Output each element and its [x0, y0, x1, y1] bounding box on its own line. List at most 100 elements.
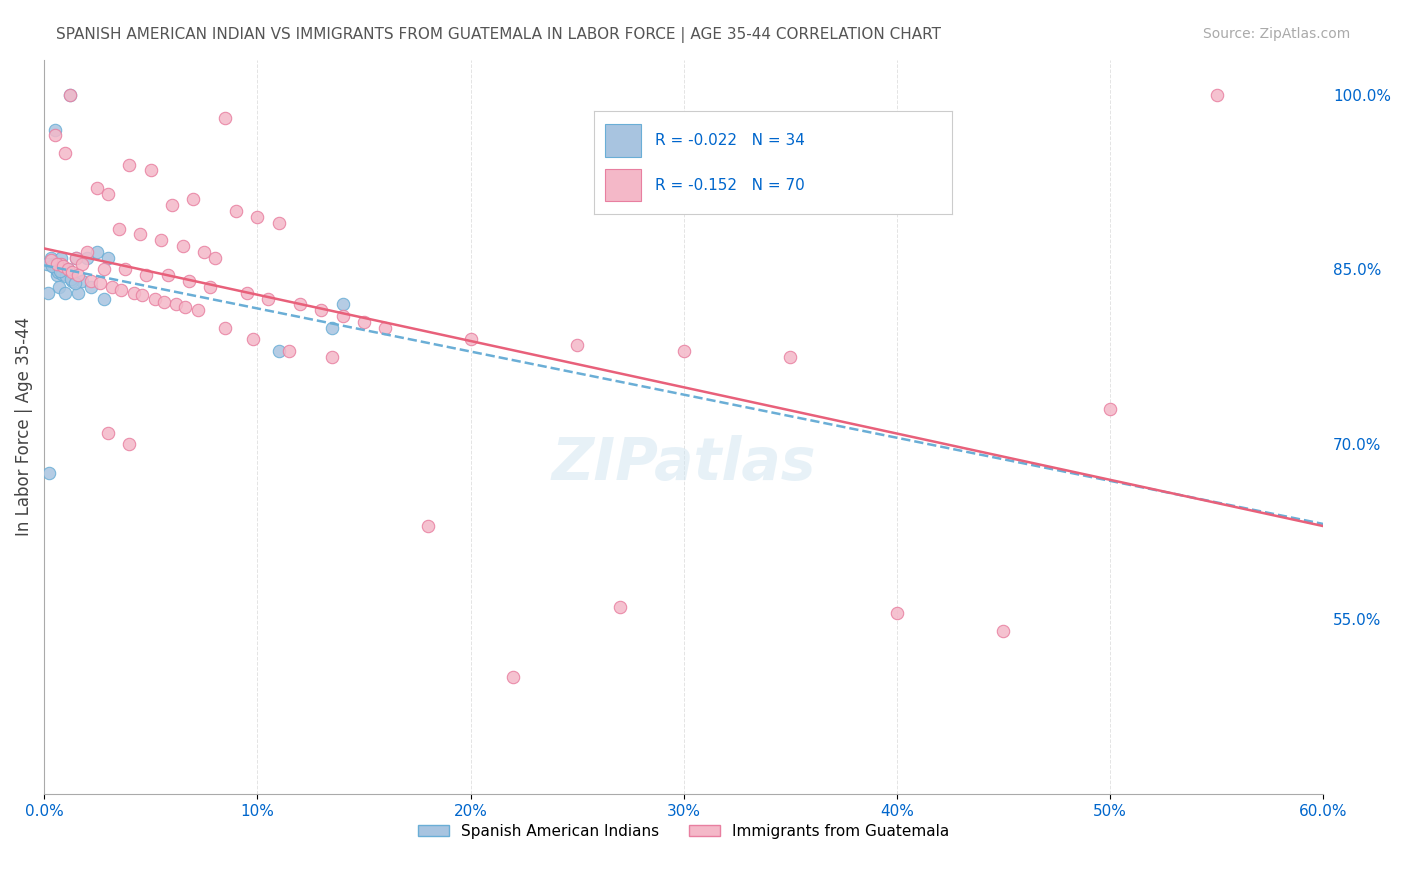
Point [177, 274, 200, 288]
Legend: Spanish American Indians, Immigrants from Guatemala: Spanish American Indians, Immigrants fro… [412, 818, 956, 845]
Point [44, 122, 66, 136]
Point [44, 128, 66, 143]
Point [200, 280, 222, 294]
Point [502, 670, 524, 684]
Point [131, 288, 153, 302]
Point [41, 259, 63, 273]
Point [353, 315, 375, 329]
Text: SPANISH AMERICAN INDIAN VS IMMIGRANTS FROM GUATEMALA IN LABOR FORCE | AGE 35-44 : SPANISH AMERICAN INDIAN VS IMMIGRANTS FR… [56, 27, 941, 43]
Point [48, 280, 70, 294]
Point [107, 221, 129, 235]
Point [38, 467, 60, 481]
Point [76, 244, 98, 259]
Point [332, 309, 354, 323]
Point [278, 344, 301, 359]
Point [52, 262, 75, 277]
Point [89, 277, 111, 291]
Point [165, 297, 187, 311]
Point [67, 285, 90, 300]
Point [183, 193, 205, 207]
Point [65, 251, 87, 265]
Point [45, 268, 67, 283]
Point [55, 145, 77, 160]
Point [374, 320, 396, 334]
Point [72, 274, 94, 288]
Point [332, 297, 354, 311]
Point [156, 268, 179, 283]
Text: Source: ZipAtlas.com: Source: ZipAtlas.com [1202, 27, 1350, 41]
Point [93, 292, 115, 306]
Point [565, 338, 588, 352]
Point [1099, 402, 1122, 417]
Point [86, 244, 108, 259]
Point [67, 268, 90, 283]
Point [1205, 87, 1227, 102]
Point [172, 239, 194, 253]
Point [779, 350, 801, 364]
Point [93, 262, 115, 277]
Point [45, 257, 67, 271]
Point [129, 227, 152, 242]
Point [59, 87, 82, 102]
Point [86, 181, 108, 195]
Point [101, 280, 124, 294]
Point [76, 251, 98, 265]
Point [51, 251, 73, 265]
Point [56, 262, 79, 277]
Point [122, 285, 145, 300]
Point [46, 265, 69, 279]
Point [139, 163, 162, 178]
Point [267, 344, 290, 359]
Point [41, 257, 63, 271]
Y-axis label: In Labor Force | Age 35-44: In Labor Force | Age 35-44 [15, 318, 32, 536]
Point [56, 262, 79, 277]
Point [37, 285, 59, 300]
Point [235, 285, 257, 300]
Point [97, 251, 120, 265]
Point [42, 260, 65, 274]
Point [143, 292, 166, 306]
Point [118, 437, 141, 451]
Point [39, 253, 62, 268]
Point [993, 624, 1015, 638]
Point [204, 251, 226, 265]
Point [886, 607, 908, 621]
Point [309, 303, 332, 318]
Point [246, 210, 269, 224]
Point [114, 262, 136, 277]
Point [110, 284, 132, 298]
Point [242, 332, 264, 346]
Point [80, 280, 103, 294]
Point [150, 233, 173, 247]
Point [321, 350, 343, 364]
Point [45, 262, 67, 277]
Point [257, 292, 280, 306]
Point [63, 277, 86, 291]
Point [609, 600, 631, 615]
Point [416, 519, 439, 533]
Point [187, 303, 209, 318]
Point [39, 251, 62, 265]
Point [160, 198, 183, 212]
Point [59, 87, 82, 102]
Point [288, 297, 311, 311]
Text: ZIPatlas: ZIPatlas [551, 435, 815, 492]
Point [97, 186, 120, 201]
Point [97, 425, 120, 440]
Point [65, 251, 87, 265]
Point [152, 295, 174, 310]
Point [672, 344, 695, 359]
Point [72, 257, 94, 271]
Point [55, 269, 77, 284]
Point [80, 274, 103, 288]
Point [225, 204, 247, 219]
Point [59, 272, 82, 286]
Point [214, 111, 236, 125]
Point [118, 157, 141, 171]
Point [267, 216, 290, 230]
Point [135, 268, 157, 283]
Point [55, 285, 77, 300]
Point [60, 274, 83, 288]
Point [321, 320, 343, 334]
Point [49, 263, 72, 277]
